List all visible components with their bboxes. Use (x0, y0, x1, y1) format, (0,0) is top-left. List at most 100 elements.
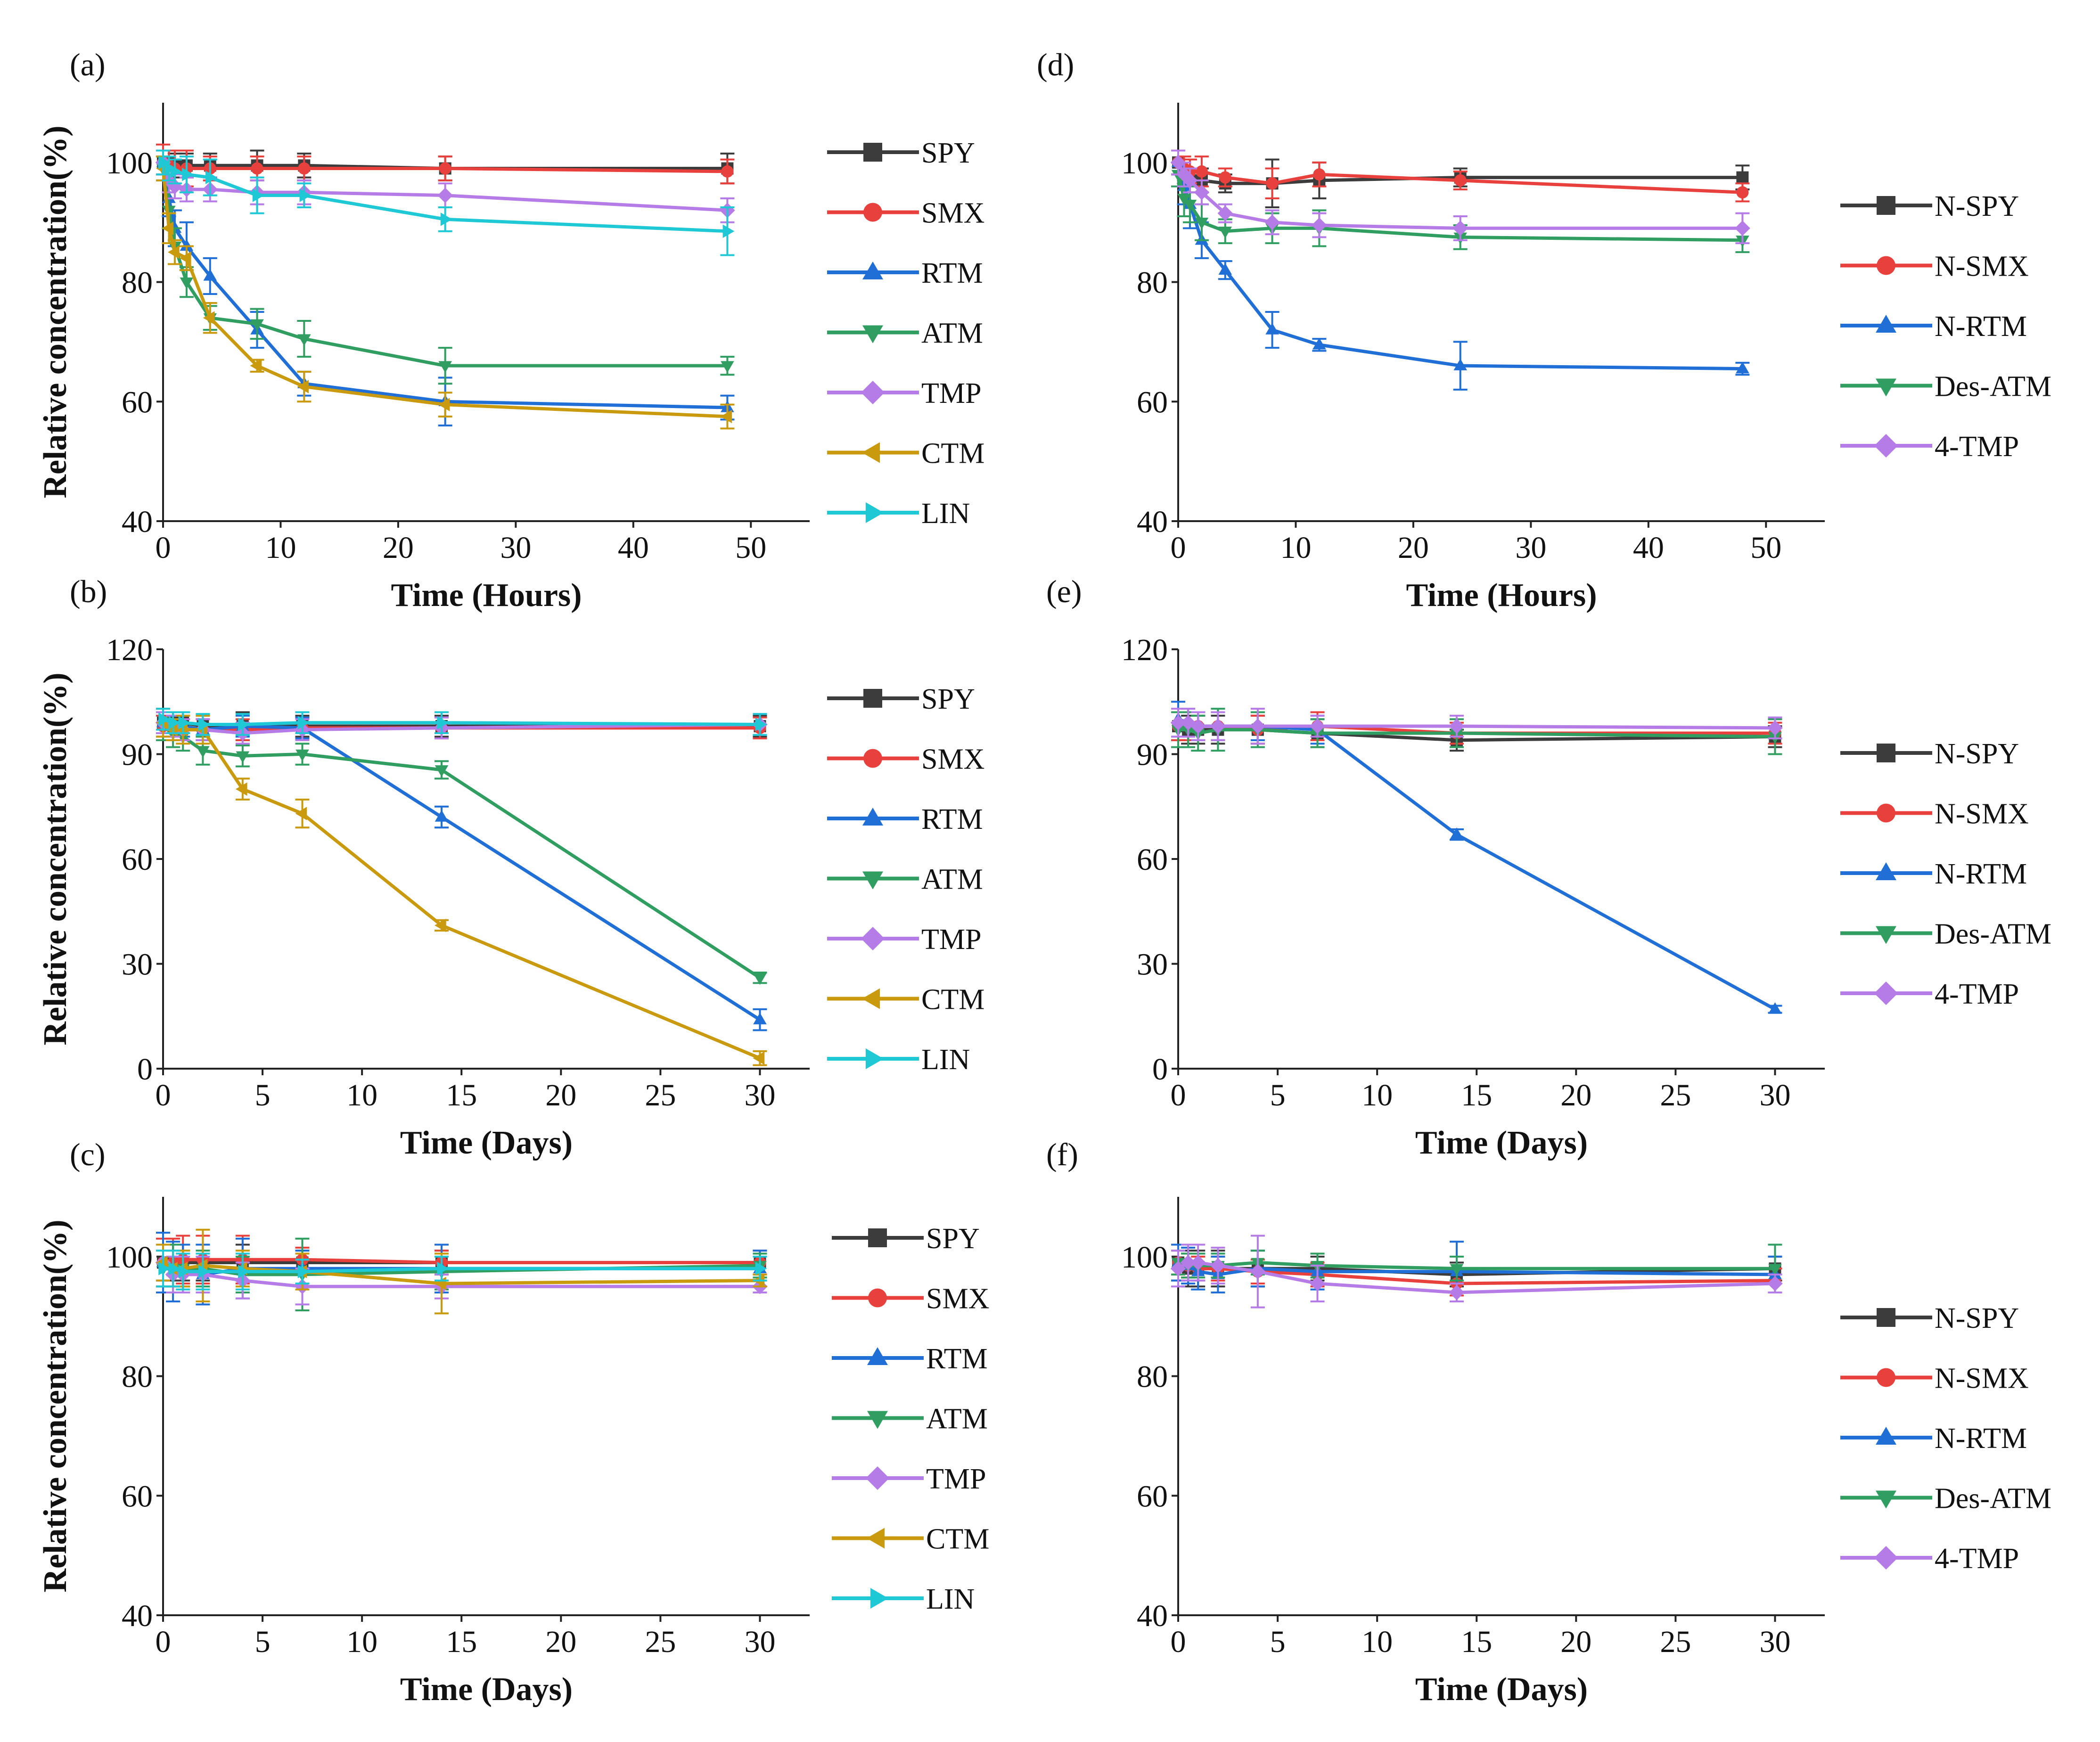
legend-item-SMX: SMX (832, 1283, 989, 1315)
x-tick-label: 30 (1759, 1625, 1790, 1659)
x-tick-label: 5 (255, 1078, 271, 1112)
legend-label: TMP (921, 924, 981, 956)
legend-item-SPY: SPY (827, 137, 975, 169)
data-point (1449, 1284, 1465, 1300)
legend-marker (861, 927, 885, 950)
legend-item-TMP: TMP (827, 377, 981, 409)
y-tick-label: 80 (1137, 1360, 1168, 1394)
y-tick-label: 40 (122, 505, 153, 539)
y-tick-label: 100 (1121, 146, 1168, 180)
y-tick-label: 60 (1137, 842, 1168, 877)
legend-item-4-TMP: 4-TMP (1840, 1543, 2019, 1575)
y-tick-label: 40 (1137, 1599, 1168, 1633)
data-point (297, 334, 311, 346)
legend-label: Des-ATM (1935, 918, 2051, 950)
legend-item-CTM: CTM (827, 984, 984, 1016)
legend-item-TMP: TMP (832, 1463, 986, 1495)
legend-marker (1877, 256, 1895, 275)
data-point (236, 751, 250, 763)
data-point (1183, 199, 1197, 212)
legend-label: RTM (926, 1343, 988, 1375)
legend-marker (862, 871, 883, 890)
legend-label: CTM (926, 1523, 989, 1555)
data-point (170, 164, 182, 179)
x-axis-title: Time (Days) (1415, 1125, 1588, 1161)
legend-item-ATM: ATM (827, 318, 983, 350)
data-point (1266, 177, 1279, 190)
chart-panel-e: (e) 0 30 60 90 120 0 5 10 15 20 25 30 Time (Days) N-SP… (1046, 573, 2051, 1161)
legend-item-N-SPY: N-SPY (1840, 1302, 2019, 1334)
data-point (721, 361, 734, 373)
y-axis-title: Relative concentration(%) (37, 672, 74, 1045)
panel-label-b: (b) (70, 573, 107, 609)
legend-marker (866, 1048, 884, 1069)
data-point (438, 398, 450, 411)
data-point (297, 380, 309, 393)
data-point (1449, 718, 1465, 734)
x-tick-label: 20 (383, 531, 414, 565)
data-point (753, 973, 767, 985)
data-point (439, 162, 451, 175)
data-point (1450, 1264, 1464, 1276)
legend-item-ATM: ATM (832, 1403, 988, 1435)
legend-label: 4-TMP (1935, 431, 2019, 463)
legend-label: N-RTM (1935, 1423, 2027, 1455)
x-tick-label: 0 (156, 1625, 171, 1659)
data-point (295, 807, 307, 820)
data-point (250, 319, 264, 331)
x-tick-label: 40 (618, 531, 649, 565)
data-point (1217, 205, 1233, 221)
x-axis-title: Time (Days) (400, 1671, 573, 1708)
legend-label: CTM (921, 984, 984, 1016)
data-point (180, 239, 194, 251)
series-LIN (156, 149, 735, 256)
x-tick-label: 10 (1362, 1078, 1393, 1112)
y-tick-label: 90 (1137, 738, 1168, 772)
x-tick-label: 15 (1461, 1078, 1492, 1112)
data-point (178, 1265, 190, 1278)
data-point (1195, 217, 1209, 229)
data-point (1768, 1264, 1782, 1276)
legend-item-Des-ATM: Des-ATM (1840, 371, 2051, 403)
data-point (753, 1013, 767, 1024)
y-tick-label: 30 (122, 948, 153, 982)
data-point (198, 1265, 210, 1278)
data-point (1310, 1276, 1325, 1292)
data-point (1736, 361, 1749, 374)
legend-marker (1876, 1427, 1896, 1445)
data-point (1219, 171, 1231, 184)
legend-marker (862, 262, 883, 279)
x-tick-label: 25 (1660, 1078, 1691, 1112)
y-tick-label: 120 (106, 633, 153, 667)
data-point (1453, 359, 1467, 370)
x-tick-label: 25 (645, 1625, 676, 1659)
legend-marker (1877, 744, 1895, 762)
y-tick-label: 40 (122, 1599, 153, 1633)
data-point (158, 712, 170, 726)
legend-label: 4-TMP (1935, 1543, 2019, 1575)
data-point (1454, 174, 1467, 187)
legend-marker (867, 1411, 888, 1429)
x-tick-label: 15 (446, 1625, 477, 1659)
legend-label: SMX (921, 744, 984, 776)
legend-label: RTM (921, 257, 983, 289)
series-4-TMP (1170, 149, 1750, 245)
x-tick-label: 50 (735, 531, 766, 565)
x-axis-title: Time (Hours) (391, 577, 582, 613)
series-LIN (156, 708, 767, 736)
data-point (167, 245, 180, 259)
data-point (1767, 1276, 1783, 1292)
data-point (1250, 1264, 1266, 1279)
legend-marker (1877, 803, 1895, 823)
data-point (435, 765, 449, 777)
data-point (1170, 155, 1186, 171)
x-tick-label: 30 (744, 1078, 775, 1112)
legend-item-ATM: ATM (827, 864, 983, 896)
data-point (437, 716, 449, 730)
data-point (1736, 171, 1749, 184)
legend-label: N-RTM (1935, 311, 2027, 343)
legend-item-SPY: SPY (832, 1223, 980, 1255)
legend-label: SPY (921, 137, 975, 169)
data-point (721, 165, 734, 178)
legend-item-TMP: TMP (827, 924, 981, 956)
